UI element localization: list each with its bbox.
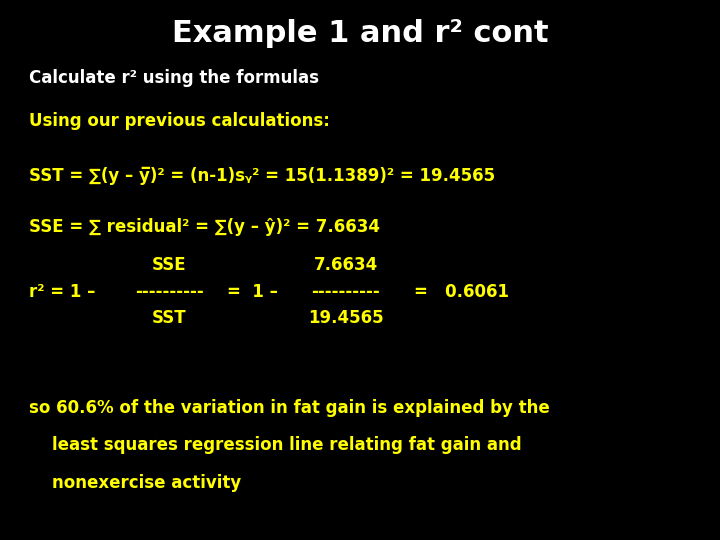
- Text: SST = ∑(y – y̅)² = (n-1)sᵧ² = 15(1.1389)² = 19.4565: SST = ∑(y – y̅)² = (n-1)sᵧ² = 15(1.1389)…: [29, 166, 495, 185]
- Text: SSE = ∑ residual² = ∑(y – ŷ)² = 7.6634: SSE = ∑ residual² = ∑(y – ŷ)² = 7.6634: [29, 218, 380, 236]
- Text: =   0.6061: = 0.6061: [414, 282, 509, 301]
- Text: 7.6634: 7.6634: [313, 255, 378, 274]
- Text: least squares regression line relating fat gain and: least squares regression line relating f…: [29, 436, 521, 455]
- Text: Using our previous calculations:: Using our previous calculations:: [29, 112, 330, 131]
- Text: Calculate r² using the formulas: Calculate r² using the formulas: [29, 69, 319, 87]
- Text: 19.4565: 19.4565: [307, 308, 384, 327]
- Text: so 60.6% of the variation in fat gain is explained by the: so 60.6% of the variation in fat gain is…: [29, 399, 549, 417]
- Text: r² = 1 –: r² = 1 –: [29, 282, 95, 301]
- Text: SSE: SSE: [152, 255, 186, 274]
- Text: Example 1 and r² cont: Example 1 and r² cont: [171, 19, 549, 48]
- Text: ----------: ----------: [311, 282, 380, 301]
- Text: nonexercise activity: nonexercise activity: [29, 474, 241, 492]
- Text: =  1 –: = 1 –: [227, 282, 278, 301]
- Text: SST: SST: [152, 308, 186, 327]
- Text: ----------: ----------: [135, 282, 204, 301]
